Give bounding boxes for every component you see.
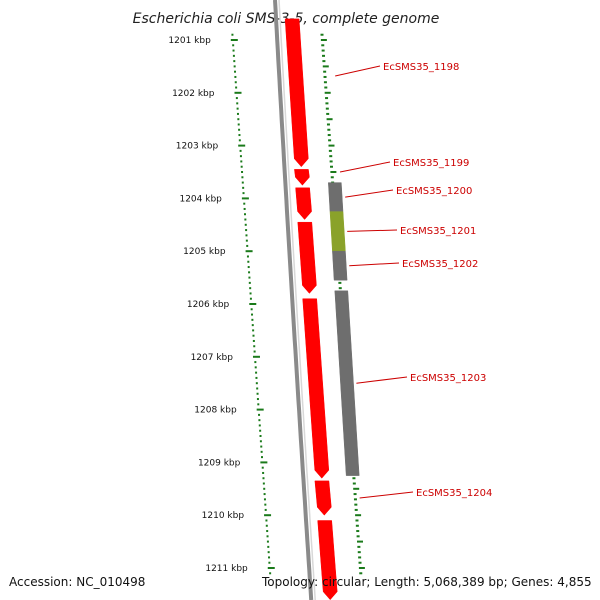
forward-gene xyxy=(314,480,332,516)
label-leader-line xyxy=(349,262,400,267)
gene-label: EcSMS35_1199 xyxy=(393,158,469,169)
tick-label: 1208 kbp xyxy=(194,406,237,416)
topology-text: Topology: circular; Length: 5,068,389 bp… xyxy=(261,575,592,589)
gene-label: EcSMS35_1200 xyxy=(396,186,472,197)
label-leader-line xyxy=(345,189,394,198)
tick-label: 1205 kbp xyxy=(183,247,226,257)
rna-gene xyxy=(329,211,346,252)
tick-label: 1201 kbp xyxy=(168,36,211,46)
forward-gene-segment xyxy=(297,221,317,294)
gene-labels: EcSMS35_1198 EcSMS35_1199 EcSMS35_1200 EcSM… xyxy=(335,62,492,499)
reverse-gene xyxy=(332,250,348,281)
reverse-gene xyxy=(328,182,344,212)
tick-label: 1211 kbp xyxy=(205,564,248,574)
gene-label: EcSMS35_1201 xyxy=(400,226,476,237)
tick-label: 1209 kbp xyxy=(198,458,241,468)
label-leader-line xyxy=(339,161,391,173)
accession-text: Accession: NC_010498 xyxy=(9,575,145,589)
label-leader-line xyxy=(359,491,414,499)
forward-gene-segment xyxy=(302,298,330,479)
tick-label: 1207 kbp xyxy=(191,353,234,363)
gene-label: EcSMS35_1202 xyxy=(402,259,478,270)
gene-track xyxy=(284,18,360,600)
gene-label: EcSMS35_1198 xyxy=(383,62,459,73)
label-leader-line xyxy=(335,65,381,77)
tick-label: 1206 kbp xyxy=(187,300,230,310)
tick-label: 1203 kbp xyxy=(176,142,219,152)
gene-label: EcSMS35_1204 xyxy=(416,488,492,499)
tick-label: 1210 kbp xyxy=(202,511,245,521)
tick-label: 1202 kbp xyxy=(172,89,215,99)
forward-gene xyxy=(294,169,310,186)
gene-label: EcSMS35_1203 xyxy=(410,373,486,384)
forward-gene-segment xyxy=(295,187,312,220)
forward-gene-segment xyxy=(317,520,338,600)
genome-backbone xyxy=(273,0,316,600)
backbone-inner-line xyxy=(278,0,316,600)
reverse-gene xyxy=(334,290,360,476)
label-leader-line xyxy=(347,229,398,232)
tick-label: 1204 kbp xyxy=(179,194,222,204)
forward-gene xyxy=(284,18,309,168)
label-leader-line xyxy=(356,376,408,384)
backbone-outer-line xyxy=(273,0,314,600)
